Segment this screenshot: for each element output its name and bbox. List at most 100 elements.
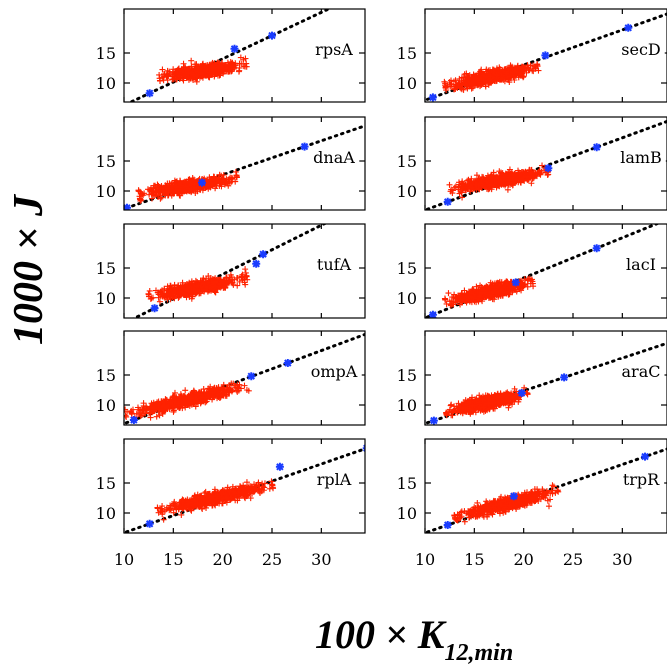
cloud-point [473,172,480,179]
plot-area [425,224,661,318]
cloud-point [170,393,177,400]
cloud-point [233,172,240,179]
cloud-point [188,57,195,64]
cloud-point [205,391,212,398]
cloud-point [178,402,185,409]
cloud-point [164,180,171,187]
cloud-point [201,397,208,404]
highlight-marker [544,164,553,173]
y-tick-label: 10 [397,289,417,308]
highlight-marker [592,143,601,152]
cloud-point [200,386,207,393]
cloud-point [155,400,162,407]
cloud-point [199,60,206,67]
cloud-point [223,393,230,400]
cloud-point [442,296,449,303]
cloud-point [487,279,494,286]
cloud-point [156,77,163,84]
cloud-point [197,69,204,76]
cloud-point [511,179,518,186]
cloud-point [242,266,249,273]
highlight-marker [541,51,550,60]
cloud-point [242,269,249,276]
cloud-point [505,66,512,73]
cloud-point [466,74,473,81]
cloud-point [206,69,213,76]
cloud-point [535,67,542,74]
cloud-point [515,169,522,176]
cloud-point [178,182,185,189]
y-tick-label: 10 [397,182,417,201]
panel-frame [123,8,366,103]
panel-frame [424,223,667,319]
cloud-point [146,404,153,411]
cloud-point [500,72,507,79]
cloud-point [161,401,168,408]
cloud-point [530,68,537,75]
cloud-point [509,70,516,77]
cloud-point [187,395,194,402]
cloud-point [506,65,513,72]
cloud-point [509,286,516,293]
cloud-point [488,294,495,301]
cloud-point [520,74,527,81]
highlight-marker [150,304,159,313]
cloud-point [483,178,490,185]
cloud-point [163,72,170,79]
cloud-point [169,183,176,190]
highlight-marker [259,250,268,259]
gene-label: rpsA [315,40,353,59]
cloud-point [458,74,465,81]
cloud-point [155,294,162,301]
highlight-marker [129,416,138,424]
cloud-point [504,180,511,187]
cloud-point [458,290,465,297]
cloud-point [190,286,197,293]
cloud-point [502,289,509,296]
cloud-point [224,384,231,391]
cloud [443,384,531,419]
cloud-point [482,83,489,90]
cloud-point [189,175,196,182]
cloud-point [488,181,495,188]
cloud-point [169,290,176,297]
cloud-point [232,178,239,185]
cloud-point [219,384,226,391]
cloud-point [504,186,511,193]
cloud-point [447,81,454,88]
cloud-point [503,278,510,285]
cloud-point [529,175,536,182]
cloud-point [154,181,161,188]
cloud-point [179,405,186,412]
cloud-point [207,184,214,191]
cloud-point [165,186,172,193]
cloud-point [521,173,528,180]
cloud-point [499,75,506,82]
cloud-point [518,64,525,71]
cloud-point [526,166,533,173]
cloud-point [511,77,518,84]
cloud-point [455,80,462,87]
cloud-point [234,282,241,289]
gene-label-background [312,253,356,276]
cloud-point [524,62,531,69]
cloud-point [182,387,189,394]
cloud-point [225,182,232,189]
cloud-point [230,281,237,288]
cloud-point [448,77,455,84]
cloud-point [202,67,209,74]
cloud-point [128,407,135,414]
cloud-point [210,280,217,287]
cloud-point [166,406,173,413]
cloud-point [496,168,503,175]
gene-label-background [309,146,360,169]
cloud-point [495,175,502,182]
cloud-point [480,408,487,415]
gene-label: tufA [317,255,352,274]
cloud-point [537,171,544,178]
y-tick-label: 10 [96,289,116,308]
y-tick-label: 10 [96,182,116,201]
